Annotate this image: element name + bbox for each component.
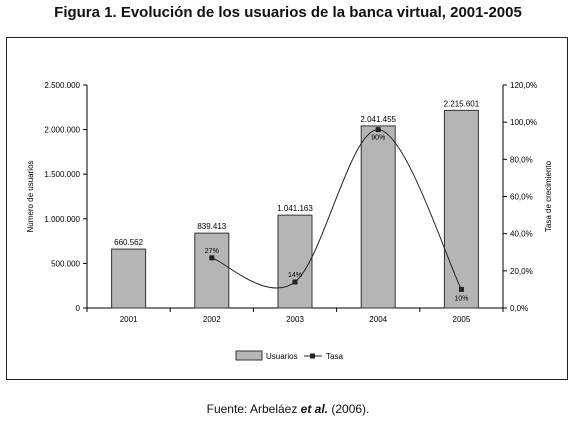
bar: [443, 109, 479, 309]
y-axis-title-left: Número de usuarios: [26, 160, 35, 232]
bar-value-label: 2.041.455: [360, 115, 396, 124]
bar: [111, 248, 147, 309]
bar-value-label: 1.041.163: [277, 204, 313, 213]
x-tick-label: 2004: [369, 315, 387, 324]
source-prefix: Fuente: Arbeláez: [206, 402, 301, 416]
y-tick-label-left: 500.000: [51, 259, 80, 268]
x-tick-label: 2001: [120, 315, 138, 324]
legend-swatch-bars: [235, 350, 263, 361]
rate-line: [211, 129, 462, 290]
y-tick-label-left: 2.500.000: [44, 81, 80, 90]
rate-marker: [209, 255, 215, 261]
rate-marker: [292, 279, 298, 285]
y-tick-label-left: 1.500.000: [44, 170, 80, 179]
legend-label-bars: Usuarios: [266, 352, 298, 361]
figure-source: Fuente: Arbeláez et al. (2006).: [0, 402, 576, 416]
rate-value-label: 10%: [454, 295, 468, 302]
y-axis-title-right: Tasa de crecimiento: [544, 160, 553, 232]
y-tick-label-right: 80,0%: [510, 155, 533, 164]
legend-swatch-marker: [310, 353, 315, 359]
bar-value-label: 839.413: [197, 222, 226, 231]
bar: [277, 214, 313, 309]
y-tick-label-left: 0: [76, 304, 81, 313]
y-tick-label-left: 2.000.000: [44, 126, 80, 135]
legend-label-line: Tasa: [326, 352, 343, 361]
y-tick-label-right: 60,0%: [510, 193, 533, 202]
rate-value-label: 14%: [288, 272, 302, 279]
rate-marker: [375, 127, 381, 133]
x-tick-label: 2003: [286, 315, 304, 324]
bar-value-label: 660.562: [114, 238, 143, 247]
y-tick-label-right: 20,0%: [510, 267, 533, 276]
figure-title: Figura 1. Evolución de los usuarios de l…: [54, 4, 522, 21]
x-tick-label: 2005: [453, 315, 471, 324]
source-italic: et al.: [300, 402, 329, 416]
bar: [194, 232, 230, 309]
bar-value-label: 2.215.601: [444, 99, 480, 108]
y-tick-label-right: 0,0%: [510, 304, 528, 313]
y-tick-label-right: 40,0%: [510, 230, 533, 239]
source-suffix: (2006).: [328, 402, 370, 416]
x-tick-label: 2002: [203, 315, 221, 324]
rate-value-label: 27%: [205, 248, 219, 255]
rate-marker: [458, 286, 464, 292]
y-tick-label-left: 1.000.000: [44, 215, 80, 224]
bar: [360, 125, 396, 309]
y-tick-label-right: 100,0%: [510, 118, 537, 127]
rate-value-label: 90%: [371, 135, 385, 142]
y-tick-label-right: 120,0%: [510, 81, 537, 90]
